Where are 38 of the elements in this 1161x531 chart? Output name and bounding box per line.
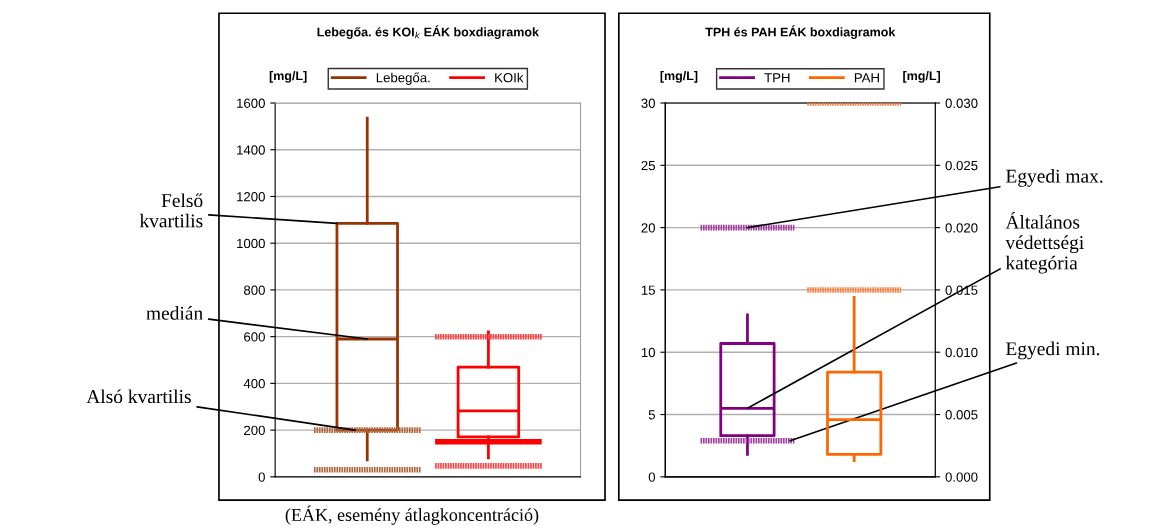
y-tick-label: 0 bbox=[648, 472, 656, 482]
y-tick-label: 1200 bbox=[237, 192, 265, 202]
y-tick-label: 1600 bbox=[237, 98, 265, 108]
y-tick-label: 30 bbox=[641, 98, 656, 108]
y-tick-label: 0 bbox=[258, 472, 265, 482]
chart-title: TPH és PAH EÁK boxdiagramok bbox=[705, 25, 896, 39]
text: (EÁK, esemény átlagkoncentráció) bbox=[285, 505, 539, 525]
legend-label: KOIk bbox=[495, 72, 524, 83]
y-tick-label: 20 bbox=[641, 223, 656, 233]
y2-tick-label: 0.025 bbox=[945, 160, 978, 171]
text: medián bbox=[146, 306, 203, 320]
y-tick-label: 200 bbox=[244, 425, 265, 436]
text: Egyedi min. bbox=[1005, 341, 1100, 360]
y-tick-label: 800 bbox=[244, 285, 265, 295]
text: Egyedi max. bbox=[1005, 169, 1103, 187]
y-tick-label: 1400 bbox=[237, 145, 265, 155]
y2-tick-label: 0.030 bbox=[945, 98, 978, 108]
y-tick-label: 400 bbox=[243, 378, 265, 389]
chart-title: Lebegőa. és KOI$_{k}$ EÁK boxdiagramok bbox=[317, 25, 539, 39]
y-axis-title: [mg/L] bbox=[269, 70, 307, 83]
y2-axis-title: [mg/L] bbox=[903, 70, 940, 83]
y2-tick-label: 0.020 bbox=[945, 223, 978, 233]
legend-label: TPH bbox=[764, 73, 790, 83]
y-tick-label: 600 bbox=[244, 332, 265, 342]
y-tick-label: 5 bbox=[648, 410, 655, 420]
y2-tick-label: 0.005 bbox=[945, 410, 978, 420]
y-tick-label: 10 bbox=[641, 347, 656, 358]
text: Általános védettségi kategória bbox=[1005, 211, 1084, 274]
y2-tick-label: 0.010 bbox=[945, 347, 978, 358]
y-axis-title: [mg/L] bbox=[660, 70, 698, 83]
text: Alsó kvartilis bbox=[86, 389, 191, 404]
y-tick-label: 15 bbox=[641, 285, 655, 295]
text: Felső kvartilis bbox=[139, 193, 203, 228]
legend-label: PAH bbox=[854, 73, 879, 83]
y-tick-label: 25 bbox=[641, 160, 655, 171]
legend-label: Lebegőa. bbox=[376, 72, 430, 85]
y2-tick-label: 0.000 bbox=[945, 472, 978, 482]
y-tick-label: 1000 bbox=[237, 238, 265, 249]
